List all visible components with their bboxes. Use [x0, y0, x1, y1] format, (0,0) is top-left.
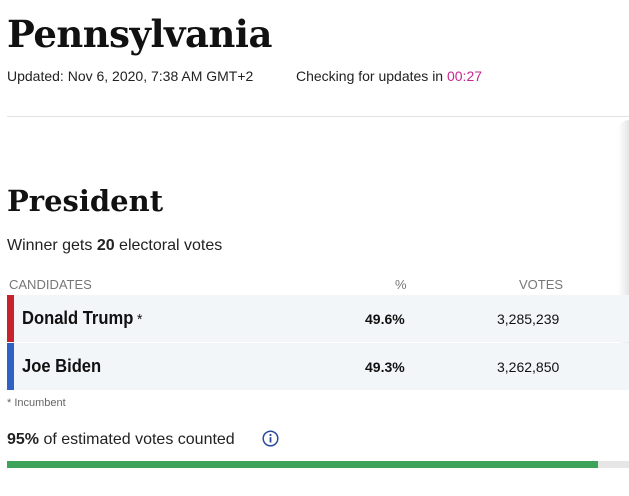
update-status: Updated: Nov 6, 2020, 7:38 AM GMT+2 Chec…	[7, 68, 482, 84]
candidate-name: Donald Trump *	[22, 308, 142, 329]
race-title: President	[7, 184, 164, 218]
electoral-votes-count: 20	[96, 237, 115, 254]
candidate-votes: 3,285,239	[497, 311, 560, 327]
progress-fill	[7, 461, 598, 468]
update-countdown: 00:27	[446, 68, 483, 84]
candidate-percent: 49.6%	[365, 311, 405, 327]
info-icon[interactable]	[262, 430, 279, 447]
candidate-name: Joe Biden	[22, 356, 101, 377]
candidate-row-biden: Joe Biden 49.3% 3,262,850	[7, 343, 629, 390]
candidate-percent: 49.3%	[365, 359, 405, 375]
votes-counted-percent: 95%	[7, 431, 40, 448]
electoral-suffix: electoral votes	[114, 237, 223, 254]
incumbent-marker: *	[137, 311, 143, 328]
votes-counted-label: of estimated votes counted	[39, 431, 235, 448]
candidate-name-text: Donald Trump	[22, 308, 134, 328]
header-percent: %	[395, 277, 407, 292]
update-check: Checking for updates in 00:27	[296, 68, 482, 84]
checking-label: Checking for updates in	[296, 68, 447, 84]
candidate-name-text: Joe Biden	[22, 356, 102, 376]
candidate-row-trump: Donald Trump * 49.6% 3,285,239	[7, 295, 629, 342]
votes-counted-summary: 95% of estimated votes counted	[7, 431, 235, 449]
side-panel-edge	[618, 120, 629, 390]
party-color-bar	[7, 343, 14, 390]
header-divider	[7, 116, 629, 117]
electoral-prefix: Winner gets	[7, 237, 97, 254]
header-candidates: CANDIDATES	[9, 277, 92, 292]
state-title: Pennsylvania	[7, 12, 272, 56]
party-color-bar	[7, 295, 14, 342]
electoral-votes-info: Winner gets 20 electoral votes	[7, 237, 222, 255]
candidate-votes: 3,262,850	[497, 359, 560, 375]
header-votes: VOTES	[519, 277, 564, 292]
results-table-header: CANDIDATES % VOTES	[7, 277, 629, 293]
votes-counted-progress	[7, 461, 629, 468]
updated-timestamp: Updated: Nov 6, 2020, 7:38 AM GMT+2	[7, 68, 254, 84]
incumbent-footnote: * Incumbent	[7, 397, 66, 409]
